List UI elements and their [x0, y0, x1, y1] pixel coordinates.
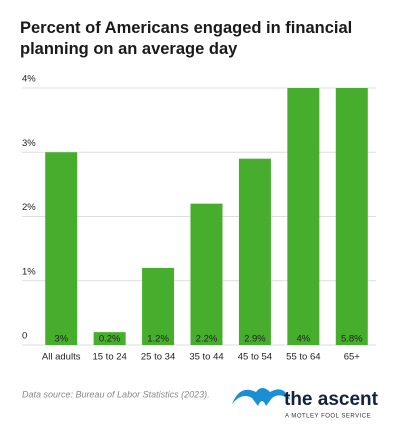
labels: 0 1% 2% 3% 4% 3% All adults 0.2% 15 to 24 1.2% 25 … [22, 74, 363, 363]
value-label: 3% [54, 334, 68, 345]
y-tick-label: 2% [22, 202, 36, 213]
y-tick-label: 1% [22, 266, 36, 277]
value-label: 2.9% [244, 334, 266, 345]
value-label: 5.8% [341, 334, 363, 345]
bar [142, 267, 175, 345]
bar [93, 332, 126, 345]
y-tick-label: 4% [22, 74, 36, 85]
value-label: 4% [296, 334, 310, 345]
source-note: Data source: Bureau of Labor Statistics … [22, 389, 210, 399]
x-tick-label: All adults [42, 352, 81, 363]
x-tick-label: 25 to 34 [141, 352, 175, 363]
x-tick-label: 15 to 24 [92, 352, 126, 363]
logo-icon [232, 388, 290, 406]
x-tick-label: 35 to 44 [189, 352, 223, 363]
bar [190, 203, 223, 345]
value-label: 1.2% [147, 334, 169, 345]
x-tick-label: 45 to 54 [238, 352, 272, 363]
bar [238, 158, 271, 345]
y-tick-label: 0 [22, 331, 27, 342]
logo: the ascent A MOTLEY FOOL SERVICE [232, 388, 379, 420]
bar [335, 88, 368, 345]
bar [45, 152, 78, 345]
bar [287, 88, 320, 345]
y-tick-label: 3% [22, 138, 36, 149]
x-tick-label: 55 to 64 [286, 352, 320, 363]
value-label: 0.2% [99, 334, 121, 345]
brand-name: the ascent [284, 389, 379, 410]
x-tick-label: 65+ [344, 352, 361, 363]
brand-tagline: A MOTLEY FOOL SERVICE [285, 414, 371, 420]
value-label: 2.2% [196, 334, 218, 345]
bars [45, 88, 368, 345]
chart-title: Percent of Americans engaged in financia… [20, 19, 353, 58]
